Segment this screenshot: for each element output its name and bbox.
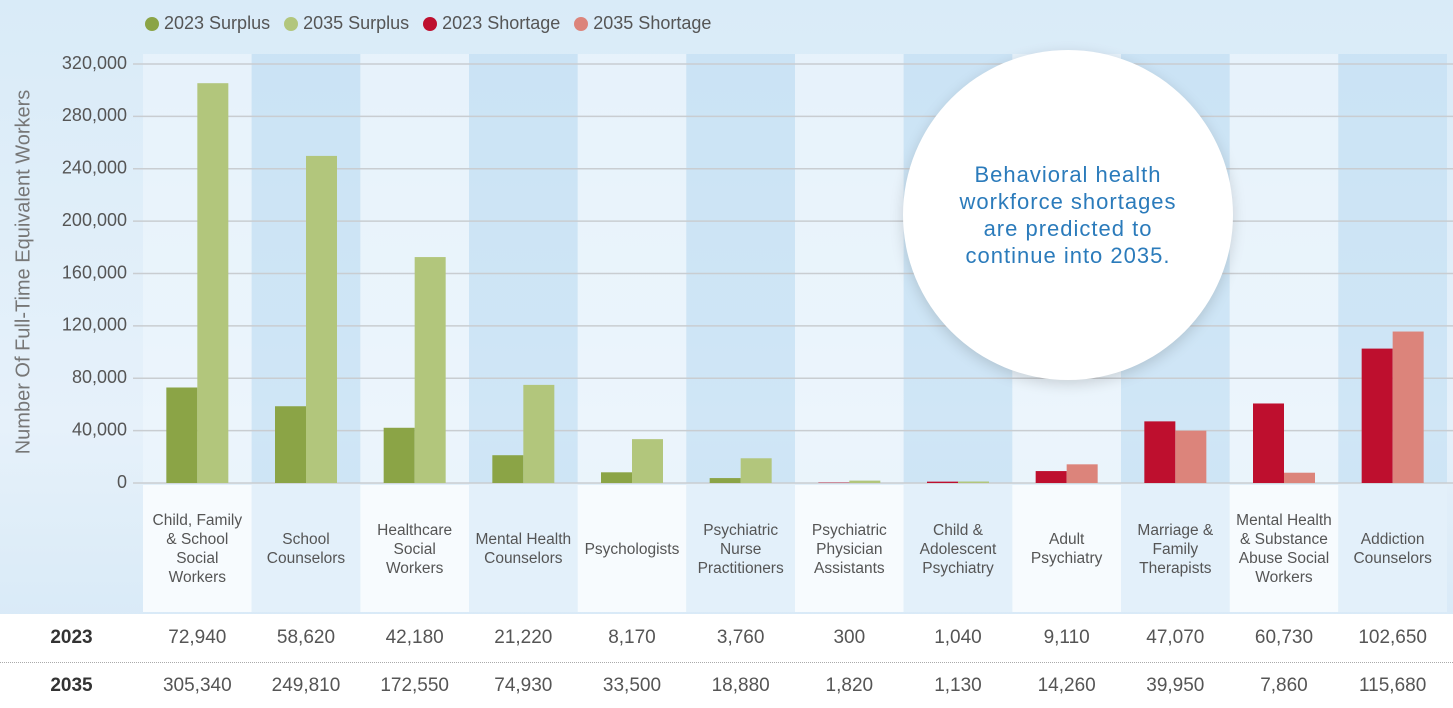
bar: [166, 387, 197, 483]
legend-label: 2035 Shortage: [593, 13, 711, 34]
bar: [492, 455, 523, 483]
x-tick-label: Marriage & Family Therapists: [1121, 486, 1230, 612]
page: Number Of Full-Time Equivalent Workers 0…: [0, 0, 1453, 708]
table-cell: 39,950: [1121, 663, 1230, 708]
annotation: Behavioral health workforce shortages ar…: [903, 50, 1233, 380]
y-tick-label: 240,000: [62, 158, 127, 178]
table-cell: 300: [795, 614, 904, 662]
column-band: [795, 54, 904, 483]
bar: [632, 439, 663, 483]
legend-swatch: [284, 17, 298, 31]
x-tick-label: Child, Family & School Social Workers: [143, 486, 252, 612]
table-cell: 9,110: [1012, 614, 1121, 662]
bar: [1362, 349, 1393, 483]
bar: [1253, 403, 1284, 483]
y-tick-label: 200,000: [62, 210, 127, 230]
bar: [958, 482, 989, 483]
y-tick-label: 40,000: [72, 419, 127, 439]
x-tick-label: Addiction Counselors: [1338, 486, 1447, 612]
bar: [927, 482, 958, 483]
legend-swatch: [145, 17, 159, 31]
row-header: 2035: [0, 663, 143, 708]
x-tick-label: Adult Psychiatry: [1012, 486, 1121, 612]
column-band: [686, 54, 795, 483]
legend: 2023 Surplus 2035 Surplus 2023 Shortage 203…: [145, 13, 711, 34]
bar: [1393, 332, 1424, 483]
table-cell: 74,930: [469, 663, 578, 708]
bar: [1067, 464, 1098, 483]
table-cell: 172,550: [360, 663, 469, 708]
legend-label: 2035 Surplus: [303, 13, 409, 34]
y-tick-label: 80,000: [72, 367, 127, 387]
table-cell: 1,820: [795, 663, 904, 708]
table-cell: 305,340: [143, 663, 252, 708]
table-cell: 42,180: [360, 614, 469, 662]
table-cell: 33,500: [578, 663, 687, 708]
table-cell: 58,620: [252, 614, 361, 662]
table-cell: 21,220: [469, 614, 578, 662]
y-tick-label: 0: [117, 472, 127, 492]
bar: [197, 83, 228, 483]
legend-item: 2035 Shortage: [574, 13, 711, 34]
table-cell: 1,130: [904, 663, 1013, 708]
bar: [1284, 473, 1315, 483]
table-cell: 8,170: [578, 614, 687, 662]
bar: [1036, 471, 1067, 483]
bar: [306, 156, 337, 483]
x-tick-label: Mental Health & Substance Abuse Social W…: [1230, 486, 1339, 612]
legend-label: 2023 Shortage: [442, 13, 560, 34]
legend-swatch: [423, 17, 437, 31]
table-cell: 1,040: [904, 614, 1013, 662]
y-tick-label: 160,000: [62, 262, 127, 282]
table-cell: 60,730: [1230, 614, 1339, 662]
table-cell: 14,260: [1012, 663, 1121, 708]
bar: [415, 257, 446, 483]
table-cell: 102,650: [1338, 614, 1447, 662]
x-tick-label: School Counselors: [252, 486, 361, 612]
table-cell: 3,760: [686, 614, 795, 662]
bar: [741, 458, 772, 483]
table-cell: 18,880: [686, 663, 795, 708]
y-tick-label: 320,000: [62, 53, 127, 73]
x-tick-label: Psychologists: [578, 486, 687, 612]
x-tick-label: Psychiatric Physician Assistants: [795, 486, 904, 612]
bar: [384, 428, 415, 483]
table-cell: 72,940: [143, 614, 252, 662]
legend-item: 2035 Surplus: [284, 13, 409, 34]
bar: [601, 472, 632, 483]
bar: [1175, 431, 1206, 483]
column-band: [578, 54, 687, 483]
bar: [275, 406, 306, 483]
bar: [710, 478, 741, 483]
table-cell: 7,860: [1230, 663, 1339, 708]
legend-item: 2023 Surplus: [145, 13, 270, 34]
row-header: 2023: [0, 614, 143, 662]
x-tick-label: Healthcare Social Workers: [360, 486, 469, 612]
y-tick-label: 280,000: [62, 105, 127, 125]
legend-label: 2023 Surplus: [164, 13, 270, 34]
legend-swatch: [574, 17, 588, 31]
x-tick-label: Mental Health Counselors: [469, 486, 578, 612]
table-cell: 249,810: [252, 663, 361, 708]
y-axis-label: Number Of Full-Time Equivalent Workers: [12, 90, 34, 455]
x-tick-label: Psychiatric Nurse Practitioners: [686, 486, 795, 612]
table-cell: 115,680: [1338, 663, 1447, 708]
bar: [523, 385, 554, 483]
bar: [1144, 421, 1175, 483]
legend-item: 2023 Shortage: [423, 13, 560, 34]
bar: [849, 481, 880, 483]
table-cell: 47,070: [1121, 614, 1230, 662]
y-tick-label: 120,000: [62, 315, 127, 335]
x-tick-label: Child & Adolescent Psychiatry: [904, 486, 1013, 612]
